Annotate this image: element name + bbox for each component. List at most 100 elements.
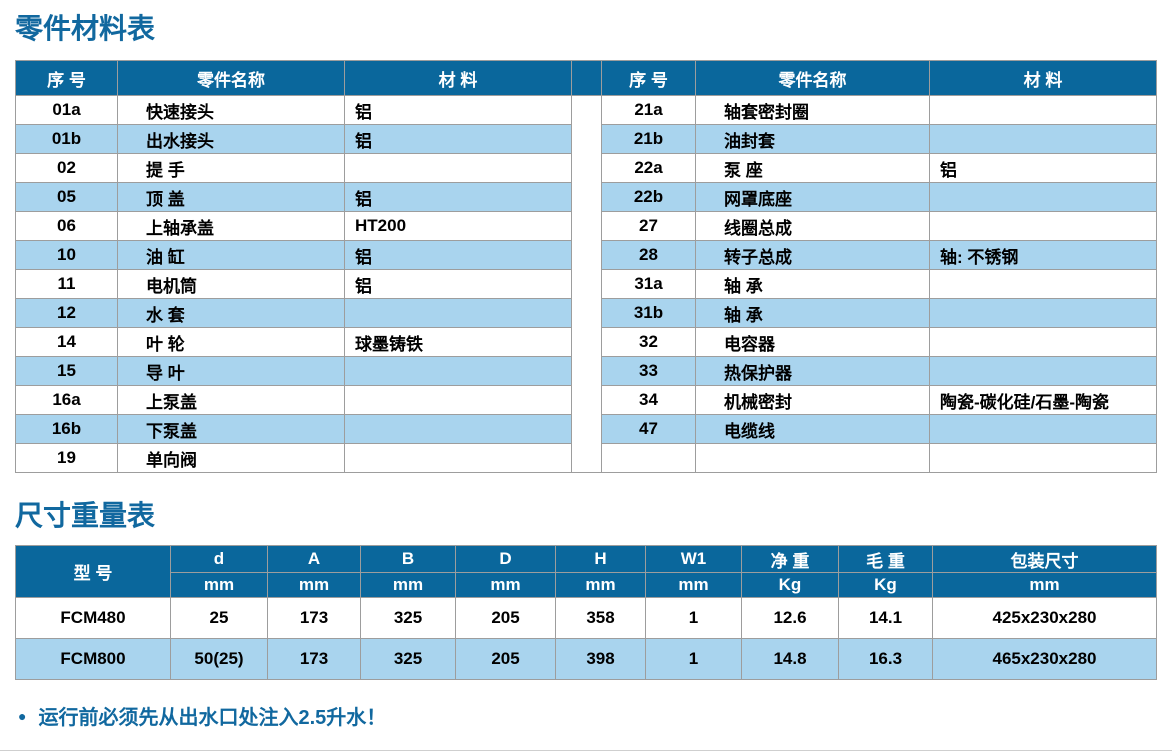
part-material xyxy=(929,182,1157,212)
part-name: 油封套 xyxy=(695,124,930,154)
dims-header-row-labels: 型 号 d A B D H W1 净 重毛 重包装尺寸 xyxy=(15,545,1157,598)
part-no: 12 xyxy=(15,298,118,328)
parts-row: 10 油 缸铝 28 转子总成 轴: 不锈钢 xyxy=(15,240,1157,270)
part-no: 05 xyxy=(15,182,118,212)
parts-row: 01b 出水接头铝 21b 油封套 xyxy=(15,124,1157,154)
part-material xyxy=(929,95,1157,125)
part-no: 22a xyxy=(601,153,696,183)
dims-row: FCM480 25 173 325 205 358 1 12.6 14.1 425x230x280 xyxy=(15,597,1157,639)
col-header-W1: W1 xyxy=(645,545,742,573)
part-material xyxy=(929,211,1157,241)
table-gap-spacer xyxy=(571,95,602,473)
part-name: 转子总成 xyxy=(695,240,930,270)
model-cell: FCM480 xyxy=(15,597,171,639)
part-no: 10 xyxy=(15,240,118,270)
part-material: 轴: 不锈钢 xyxy=(929,240,1157,270)
value-cell: 325 xyxy=(360,597,456,639)
col-header-model: 型 号 xyxy=(15,545,171,598)
part-no: 06 xyxy=(15,211,118,241)
parts-row: 02 提 手 22a 泵 座铝 xyxy=(15,153,1157,183)
col-unit: mm xyxy=(932,572,1157,598)
part-name: 上轴承盖 xyxy=(117,211,345,241)
dims-table-head: 型 号 d A B D H W1 净 重毛 重包装尺寸 mm mm mm mm mm mm Kg Kg mm xyxy=(15,545,1157,598)
col-header-material-right: 材 料 xyxy=(929,60,1157,96)
value-cell: 205 xyxy=(455,597,556,639)
dimensions-weight-table: 型 号 d A B D H W1 净 重毛 重包装尺寸 mm mm mm mm mm mm Kg Kg mm F… xyxy=(15,545,1157,680)
parts-row: 14 叶 轮球墨铸铁 32 电容器 xyxy=(15,327,1157,357)
value-cell: 16.3 xyxy=(838,638,933,680)
part-name: 机械密封 xyxy=(695,385,930,415)
part-no: 16a xyxy=(15,385,118,415)
part-name: 轴 承 xyxy=(695,298,930,328)
col-header-B: B xyxy=(360,545,456,573)
col-header-净重: 净 重 xyxy=(741,545,839,573)
part-material xyxy=(929,124,1157,154)
part-no: 21a xyxy=(601,95,696,125)
col-header-name-left: 零件名称 xyxy=(117,60,345,96)
model-cell: FCM800 xyxy=(15,638,171,680)
value-cell: 14.1 xyxy=(838,597,933,639)
parts-row: 16a 上泵盖 34 机械密封 陶瓷-碳化硅/石墨-陶瓷 xyxy=(15,385,1157,415)
part-no: 02 xyxy=(15,153,118,183)
part-material xyxy=(929,443,1157,473)
value-cell: 425x230x280 xyxy=(932,597,1157,639)
part-no: 33 xyxy=(601,356,696,386)
part-no: 34 xyxy=(601,385,696,415)
col-header-d: d xyxy=(170,545,268,573)
col-header-name-right: 零件名称 xyxy=(695,60,930,96)
part-material: 铝 xyxy=(344,124,572,154)
part-no: 01a xyxy=(15,95,118,125)
dims-header-row-units: mm mm mm mm mm mm Kg Kg mm xyxy=(16,572,1157,598)
part-no: 21b xyxy=(601,124,696,154)
part-name: 电容器 xyxy=(695,327,930,357)
part-no: 31a xyxy=(601,269,696,299)
part-no: 31b xyxy=(601,298,696,328)
part-material: 铝 xyxy=(344,240,572,270)
part-no: 11 xyxy=(15,269,118,299)
value-cell: 358 xyxy=(555,597,646,639)
parts-row: 11 电机筒铝 31a 轴 承 xyxy=(15,269,1157,299)
part-name: 导 叶 xyxy=(117,356,345,386)
part-name: 叶 轮 xyxy=(117,327,345,357)
parts-row: 06 上轴承盖 HT200 27 线圈总成 xyxy=(15,211,1157,241)
part-material: HT200 xyxy=(344,211,572,241)
part-name: 出水接头 xyxy=(117,124,345,154)
part-material: 铝 xyxy=(344,95,572,125)
note-text: 运行前必须先从出水口处注入2.5升水！ xyxy=(38,707,387,729)
part-material xyxy=(929,327,1157,357)
part-name: 水 套 xyxy=(117,298,345,328)
part-name: 轴 承 xyxy=(695,269,930,299)
value-cell: 14.8 xyxy=(741,638,839,680)
part-name: 线圈总成 xyxy=(695,211,930,241)
part-no: 22b xyxy=(601,182,696,212)
part-no: 28 xyxy=(601,240,696,270)
bottom-divider xyxy=(0,750,1172,751)
note: ● 运行前必须先从出水口处注入2.5升水！ xyxy=(18,701,1157,730)
part-no: 14 xyxy=(15,327,118,357)
col-header-毛重: 毛 重 xyxy=(838,545,933,573)
parts-header-row: 序 号 零件名称 材 料 序 号 零件名称 材 料 xyxy=(15,60,1157,96)
parts-row: 05 顶 盖铝 22b 网罩底座 xyxy=(15,182,1157,212)
col-unit: mm xyxy=(360,572,456,598)
value-cell: 1 xyxy=(645,638,742,680)
part-no: 32 xyxy=(601,327,696,357)
parts-row: 15 导 叶 33 热保护器 xyxy=(15,356,1157,386)
part-material xyxy=(344,443,572,473)
col-header-H: H xyxy=(555,545,646,573)
part-material xyxy=(344,356,572,386)
value-cell: 1 xyxy=(645,597,742,639)
part-no: 01b xyxy=(15,124,118,154)
part-no: 15 xyxy=(15,356,118,386)
part-no: 16b xyxy=(15,414,118,444)
col-header-包装尺寸: 包装尺寸 xyxy=(932,545,1157,573)
part-material: 球墨铸铁 xyxy=(344,327,572,357)
col-unit: mm xyxy=(455,572,556,598)
part-no: 19 xyxy=(15,443,118,473)
part-name: 油 缸 xyxy=(117,240,345,270)
parts-table-body: 01a 快速接头铝 21a 轴套密封圈 01b 出水接头铝 21b 油封套 02 提 手 22a 泵 … xyxy=(15,95,1157,473)
part-no xyxy=(601,443,696,473)
dimensions-table-title: 尺寸重量表 xyxy=(15,500,156,531)
part-name: 电缆线 xyxy=(695,414,930,444)
dims-table-body: FCM480 25 173 325 205 358 1 12.6 14.1 425x230x280… xyxy=(15,597,1157,680)
value-cell: 205 xyxy=(455,638,556,680)
